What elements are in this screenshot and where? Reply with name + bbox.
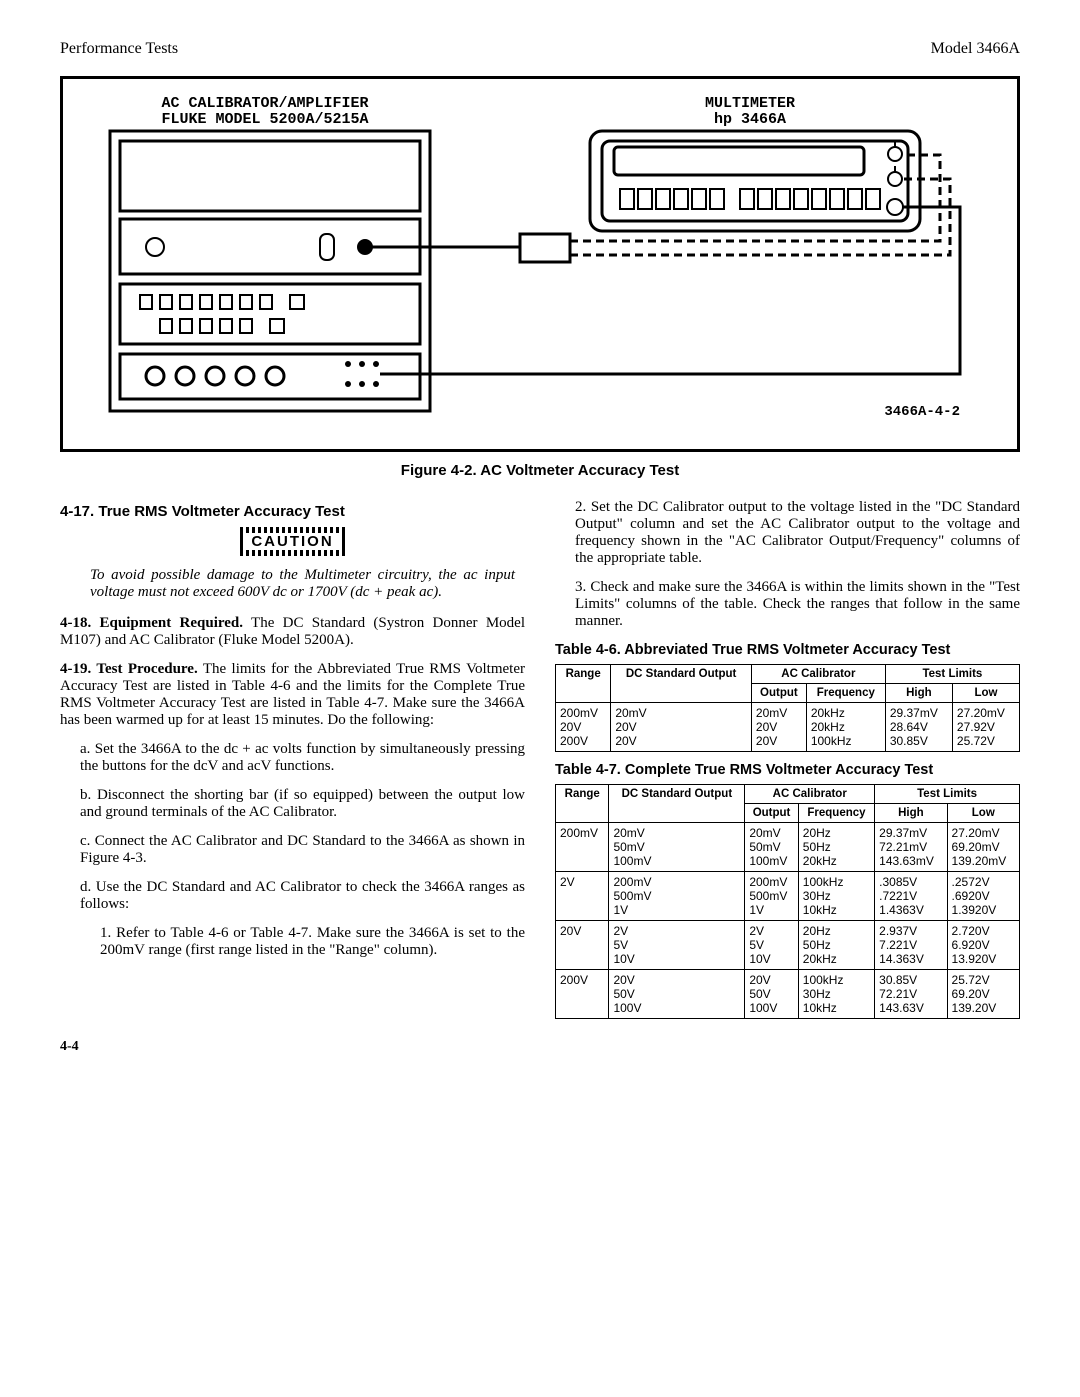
caution-label: CAUTION <box>240 530 344 553</box>
right-column: 2. Set the DC Calibrator output to the v… <box>555 499 1020 1019</box>
t46-h-out: Output <box>751 684 806 703</box>
t47-col-low: 25.72V69.20V139.20V <box>947 970 1019 1019</box>
t47-h-ac: AC Calibrator <box>745 785 875 804</box>
table-4-6-caption: Table 4-6. Abbreviated True RMS Voltmete… <box>555 642 1020 658</box>
para-4-19-lead: 4-19. Test Procedure. <box>60 661 198 677</box>
t47-h-dc: DC Standard Output <box>609 785 745 823</box>
section-4-17-heading: 4-17. True RMS Voltmeter Accuracy Test <box>60 503 525 520</box>
figure-4-2-svg: AC CALIBRATOR/AMPLIFIER FLUKE MODEL 5200… <box>90 89 990 419</box>
t47-col-high: 2.937V7.221V14.363V <box>875 921 947 970</box>
t47-col-high: 29.37mV72.21mV143.63mV <box>875 823 947 872</box>
t47-col-freq: 100kHz30Hz10kHz <box>798 872 874 921</box>
step-d: d. Use the DC Standard and AC Calibrator… <box>80 879 525 913</box>
para-4-18: 4-18. Equipment Required. The DC Standar… <box>60 615 525 649</box>
t46-h-dc: DC Standard Output <box>611 665 752 703</box>
t47-h-freq: Frequency <box>798 804 874 823</box>
t47-col-freq: 100kHz30Hz10kHz <box>798 970 874 1019</box>
fig-label-left1: AC CALIBRATOR/AMPLIFIER <box>161 95 368 112</box>
t46-col-low: 27.20mV27.92V25.72V <box>952 703 1019 752</box>
t47-col-freq: 20Hz50Hz20kHz <box>798 823 874 872</box>
t47-col-high: .3085V.7221V1.4363V <box>875 872 947 921</box>
header-right: Model 3466A <box>931 40 1020 58</box>
t47-col-low: .2572V.6920V1.3920V <box>947 872 1019 921</box>
step-d3: 3. Check and make sure the 3466A is with… <box>575 579 1020 630</box>
caution-box: CAUTION <box>60 530 525 553</box>
t47-col-out: 20V50V100V <box>745 970 798 1019</box>
header-left: Performance Tests <box>60 40 178 58</box>
t47-col-dc: 20mV50mV100mV <box>609 823 745 872</box>
t47-h-high: High <box>875 804 947 823</box>
t46-col-out: 20mV20V20V <box>751 703 806 752</box>
body-columns: 4-17. True RMS Voltmeter Accuracy Test C… <box>60 499 1020 1019</box>
step-a: a. Set the 3466A to the dc + ac volts fu… <box>80 741 525 775</box>
figure-caption: Figure 4-2. AC Voltmeter Accuracy Test <box>60 462 1020 479</box>
para-4-19: 4-19. Test Procedure. The limits for the… <box>60 661 525 729</box>
t47-col-low: 27.20mV69.20mV139.20mV <box>947 823 1019 872</box>
t46-col-dc: 20mV20V20V <box>611 703 752 752</box>
t47-col-freq: 20Hz50Hz20kHz <box>798 921 874 970</box>
t46-col-freq: 20kHz20kHz100kHz <box>806 703 885 752</box>
figure-id-label: 3466A-4-2 <box>884 404 960 419</box>
step-d2: 2. Set the DC Calibrator output to the v… <box>575 499 1020 567</box>
t47-h-limits: Test Limits <box>875 785 1020 804</box>
t46-h-limits: Test Limits <box>885 665 1019 684</box>
caution-text: To avoid possible damage to the Multimet… <box>90 567 515 601</box>
t47-range-cell: 200V <box>556 970 609 1019</box>
t46-h-range: Range <box>556 665 611 703</box>
t47-h-out: Output <box>745 804 798 823</box>
fig-label-right1: MULTIMETER <box>705 95 795 112</box>
t46-h-low: Low <box>952 684 1019 703</box>
step-d1: 1. Refer to Table 4-6 or Table 4-7. Make… <box>100 925 525 959</box>
t47-col-out: 20mV50mV100mV <box>745 823 798 872</box>
t47-range-cell: 2V <box>556 872 609 921</box>
t47-h-range: Range <box>556 785 609 823</box>
t46-h-high: High <box>885 684 952 703</box>
t47-col-out: 200mV500mV1V <box>745 872 798 921</box>
fig-label-left2: FLUKE MODEL 5200A/5215A <box>161 111 368 128</box>
fig-label-right2: hp 3466A <box>714 111 786 128</box>
t46-h-ac: AC Calibrator <box>751 665 885 684</box>
figure-4-2-box: AC CALIBRATOR/AMPLIFIER FLUKE MODEL 5200… <box>60 76 1020 452</box>
left-column: 4-17. True RMS Voltmeter Accuracy Test C… <box>60 499 525 1019</box>
step-b: b. Disconnect the shorting bar (if so eq… <box>80 787 525 821</box>
t47-col-dc: 200mV500mV1V <box>609 872 745 921</box>
t46-col-high: 29.37mV28.64V30.85V <box>885 703 952 752</box>
page-header: Performance Tests Model 3466A <box>60 40 1020 58</box>
t47-col-dc: 20V50V100V <box>609 970 745 1019</box>
t47-col-low: 2.720V6.920V13.920V <box>947 921 1019 970</box>
t47-h-low: Low <box>947 804 1019 823</box>
table-4-7-caption: Table 4-7. Complete True RMS Voltmeter A… <box>555 762 1020 778</box>
t47-range-cell: 20V <box>556 921 609 970</box>
para-4-18-lead: 4-18. Equipment Required. <box>60 615 243 631</box>
t47-col-dc: 2V5V10V <box>609 921 745 970</box>
t47-range-cell: 200mV <box>556 823 609 872</box>
step-c: c. Connect the AC Calibrator and DC Stan… <box>80 833 525 867</box>
table-4-7: Range DC Standard Output AC Calibrator T… <box>555 784 1020 1019</box>
t46-col-range: 200mV20V200V <box>556 703 611 752</box>
t46-h-freq: Frequency <box>806 684 885 703</box>
table-4-6: Range DC Standard Output AC Calibrator T… <box>555 664 1020 752</box>
page-number: 4-4 <box>60 1039 1020 1055</box>
t47-col-out: 2V5V10V <box>745 921 798 970</box>
t47-col-high: 30.85V72.21V143.63V <box>875 970 947 1019</box>
